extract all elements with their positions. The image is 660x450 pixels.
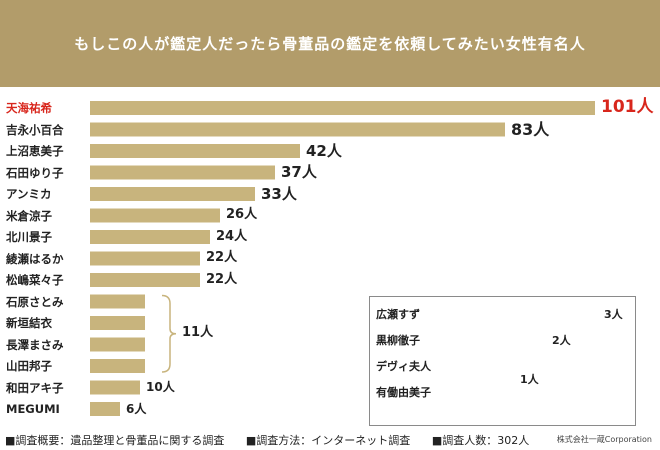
bar <box>90 380 140 395</box>
category-label: MEGUMI <box>6 402 60 416</box>
bar <box>90 144 300 158</box>
bar <box>90 273 200 287</box>
survey-overview: ■調査概要：遺品整理と骨董品に関する調査 <box>5 434 225 447</box>
bar <box>90 208 220 223</box>
data-label: 37人 <box>281 163 317 182</box>
category-label: 新垣結衣 <box>6 316 52 330</box>
data-label: 83人 <box>511 119 550 139</box>
bar <box>90 316 145 330</box>
data-label: 33人 <box>261 184 297 203</box>
category-label: 北川景子 <box>6 230 52 244</box>
bar <box>90 294 145 309</box>
bar <box>90 359 145 373</box>
inset-data-label: 3人 <box>604 308 623 321</box>
title-banner: もしこの人が鑑定人だったら骨董品の鑑定を依頼してみたい女性有名人 <box>0 0 660 87</box>
category-label: 吉永小百合 <box>6 122 64 137</box>
data-label: 22人 <box>206 250 238 266</box>
survey-method: ■調査方法：インターネット調査 <box>245 434 411 447</box>
inset-category-label: 広瀬すず <box>376 308 420 321</box>
category-label: 長澤まさみ <box>6 337 64 352</box>
category-label: 和田アキ子 <box>6 380 64 395</box>
inset-data-label: 2人 <box>552 334 571 347</box>
data-label: 26人 <box>226 207 258 223</box>
category-label: 上沼恵美子 <box>6 144 64 158</box>
inset-panel <box>369 296 636 426</box>
survey-footer: ■調査概要：遺品整理と骨董品に関する調査 ■調査方法：インターネット調査 ■調査… <box>5 432 547 448</box>
data-label: 10人 <box>146 380 175 395</box>
inset-category-label: 黒柳徹子 <box>376 334 420 347</box>
group-brace <box>161 294 177 373</box>
bar <box>90 402 120 416</box>
category-label: 山田邦子 <box>6 359 52 373</box>
survey-count: ■調査人数：302人 <box>431 434 530 447</box>
chart-title: もしこの人が鑑定人だったら骨董品の鑑定を依頼してみたい女性有名人 <box>74 35 586 53</box>
bar <box>90 251 200 266</box>
category-label: 松嶋菜々子 <box>6 273 64 287</box>
category-label: 石原さとみ <box>6 294 64 309</box>
data-label: 101人 <box>601 97 654 118</box>
bar <box>90 165 275 180</box>
bar <box>90 101 595 115</box>
category-label: アンミカ <box>6 187 52 201</box>
inset-category-label: 有働由美子 <box>376 386 431 399</box>
bar <box>90 230 210 244</box>
data-label: 42人 <box>306 141 342 160</box>
bar <box>90 337 145 352</box>
data-label: 24人 <box>216 228 248 244</box>
category-label: 石田ゆり子 <box>6 165 64 180</box>
group-label: 11人 <box>182 324 214 340</box>
data-label: 6人 <box>126 401 147 416</box>
data-label: 22人 <box>206 271 238 287</box>
category-label: 天海祐希 <box>6 101 52 115</box>
inset-category-label: デヴィ夫人 <box>376 360 431 373</box>
bar <box>90 187 255 201</box>
category-label: 米倉涼子 <box>6 208 52 223</box>
company-name: 株式会社一蔵Corporation <box>556 435 652 444</box>
category-label: 綾瀬はるか <box>6 251 64 266</box>
bar <box>90 122 505 137</box>
inset-group-label: 1人 <box>520 372 539 386</box>
